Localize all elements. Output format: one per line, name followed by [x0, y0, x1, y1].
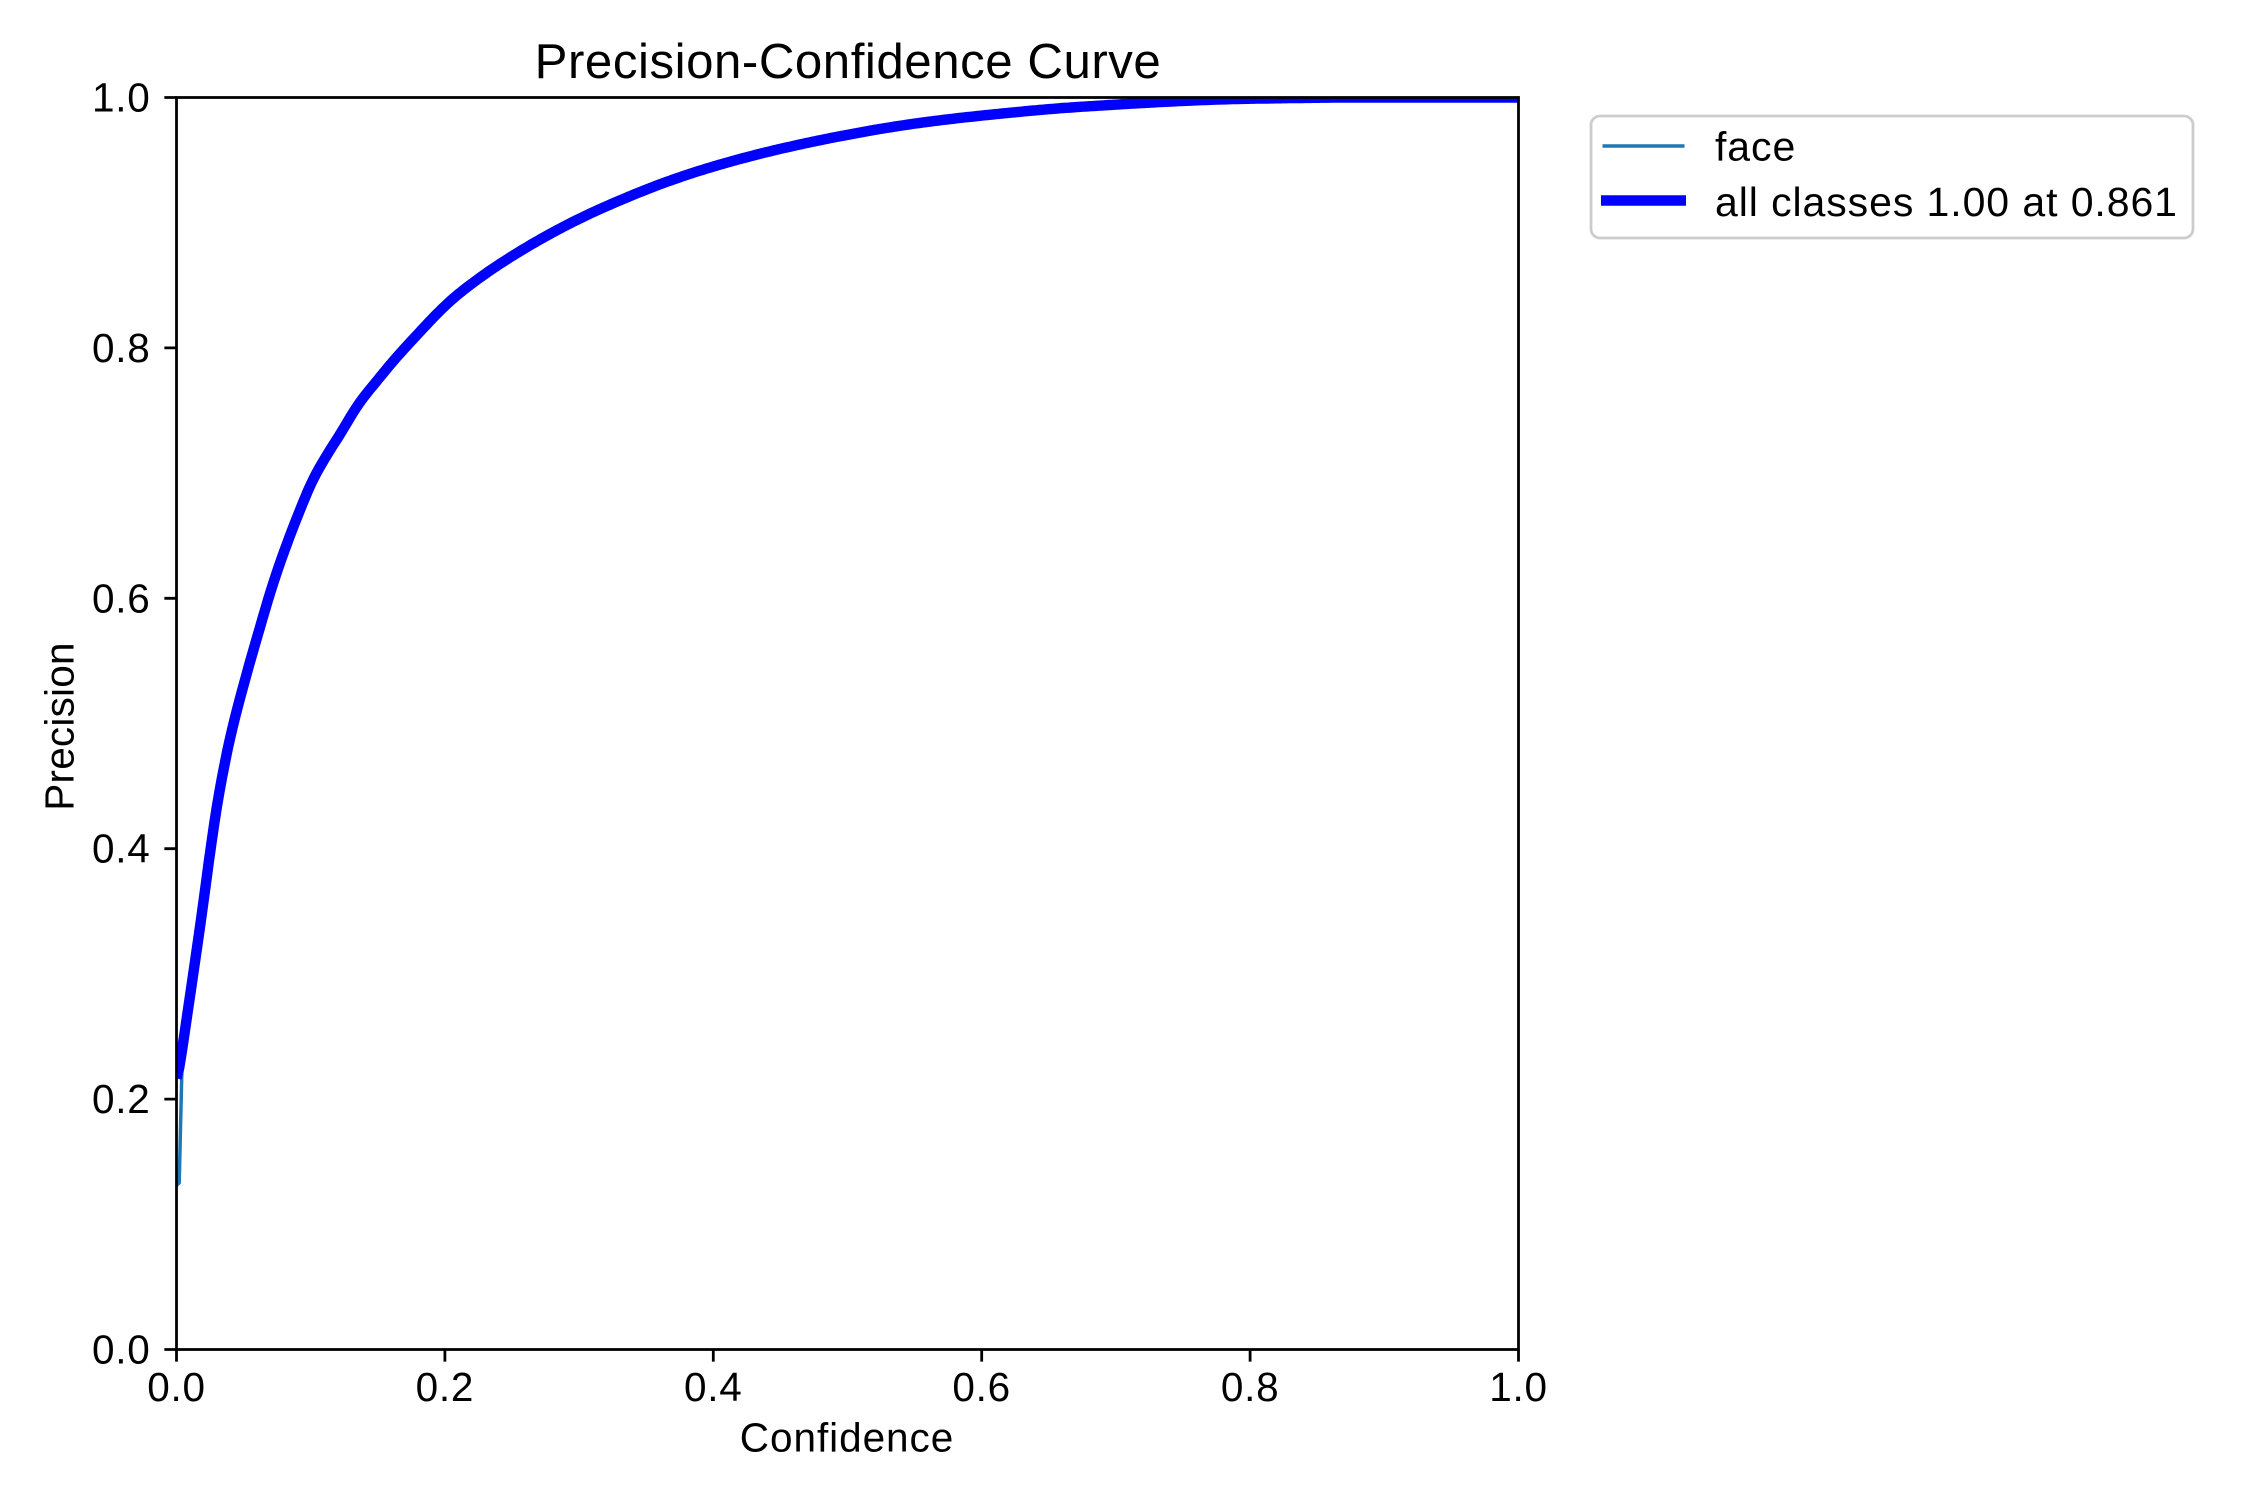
svg-text:0.8: 0.8 [1221, 1364, 1280, 1410]
svg-text:0.8: 0.8 [92, 325, 151, 371]
svg-text:1.0: 1.0 [92, 75, 151, 121]
svg-text:0.6: 0.6 [92, 575, 151, 621]
svg-text:Confidence: Confidence [740, 1415, 954, 1461]
svg-text:0.4: 0.4 [684, 1364, 743, 1410]
svg-text:0.0: 0.0 [147, 1364, 206, 1410]
svg-text:Precision: Precision [37, 642, 83, 810]
svg-text:all classes 1.00 at 0.861: all classes 1.00 at 0.861 [1715, 179, 2178, 225]
svg-text:0.2: 0.2 [92, 1076, 151, 1122]
svg-text:1.0: 1.0 [1489, 1364, 1548, 1410]
svg-text:Precision-Confidence Curve: Precision-Confidence Curve [535, 34, 1162, 89]
svg-text:0.4: 0.4 [92, 826, 151, 872]
svg-text:face: face [1715, 124, 1796, 170]
svg-text:0.0: 0.0 [92, 1327, 151, 1373]
svg-text:0.6: 0.6 [952, 1364, 1011, 1410]
svg-text:0.2: 0.2 [416, 1364, 475, 1410]
